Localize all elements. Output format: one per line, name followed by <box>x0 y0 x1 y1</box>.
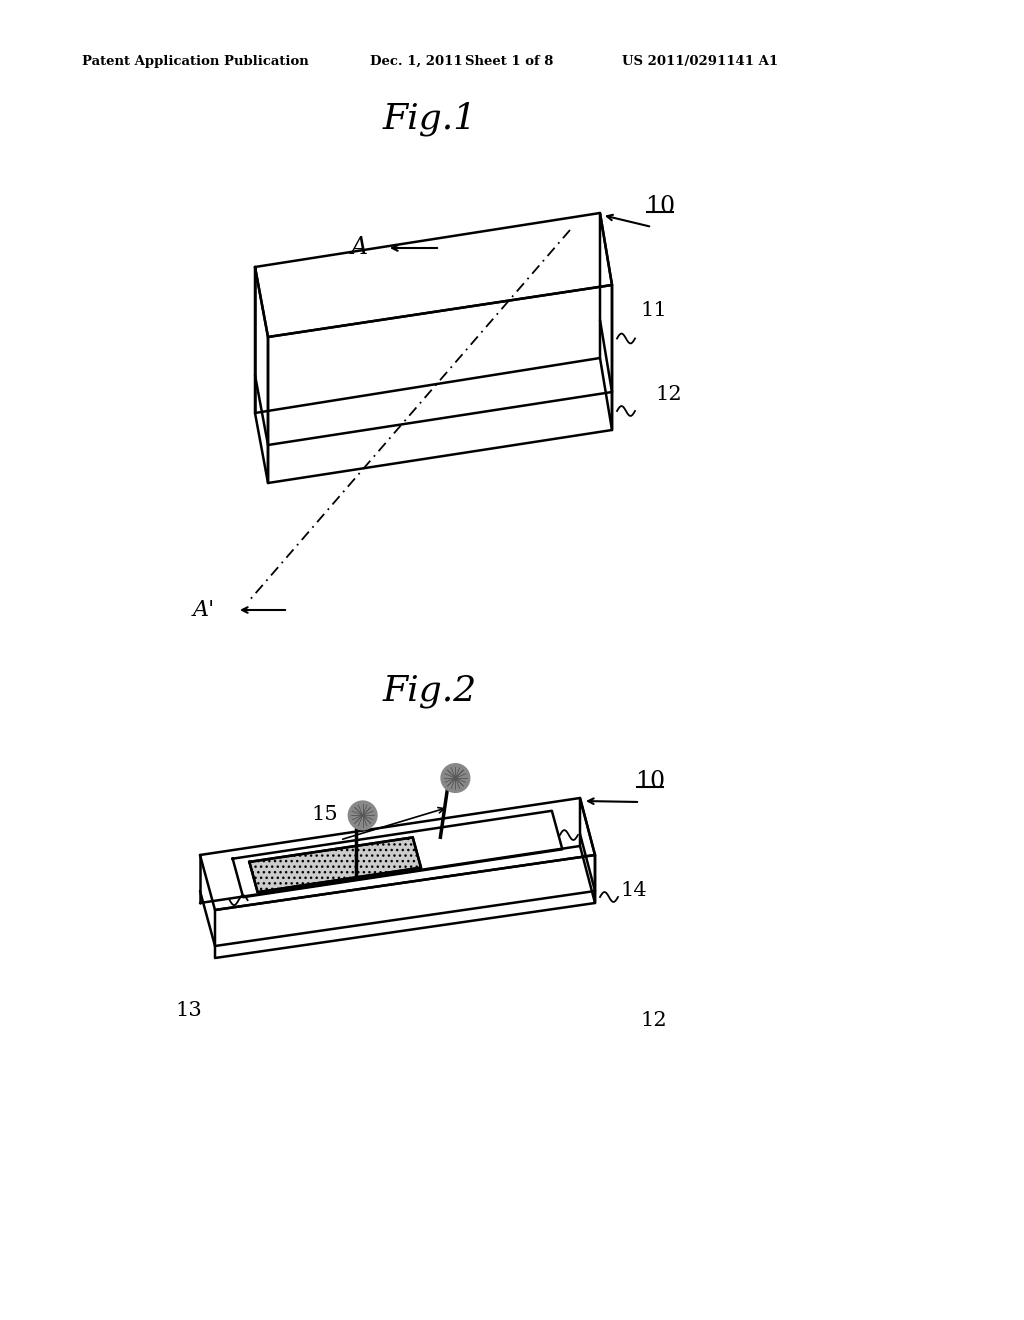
Text: Dec. 1, 2011: Dec. 1, 2011 <box>370 55 463 69</box>
Text: US 2011/0291141 A1: US 2011/0291141 A1 <box>622 55 778 69</box>
Text: 15: 15 <box>311 805 338 824</box>
Circle shape <box>441 764 469 792</box>
Text: A: A <box>351 236 368 260</box>
Text: 11: 11 <box>640 301 667 319</box>
Polygon shape <box>250 837 421 892</box>
Text: 13: 13 <box>175 1001 202 1019</box>
Text: A': A' <box>193 599 215 620</box>
Text: Patent Application Publication: Patent Application Publication <box>82 55 309 69</box>
Text: Sheet 1 of 8: Sheet 1 of 8 <box>465 55 553 69</box>
Circle shape <box>348 801 377 829</box>
Text: 12: 12 <box>655 385 682 404</box>
Text: 14: 14 <box>620 880 646 899</box>
Text: 10: 10 <box>635 770 665 793</box>
Text: 12: 12 <box>640 1011 667 1030</box>
Text: 10: 10 <box>645 195 675 218</box>
Text: Fig.2: Fig.2 <box>383 673 477 708</box>
Text: Fig.1: Fig.1 <box>383 102 477 136</box>
